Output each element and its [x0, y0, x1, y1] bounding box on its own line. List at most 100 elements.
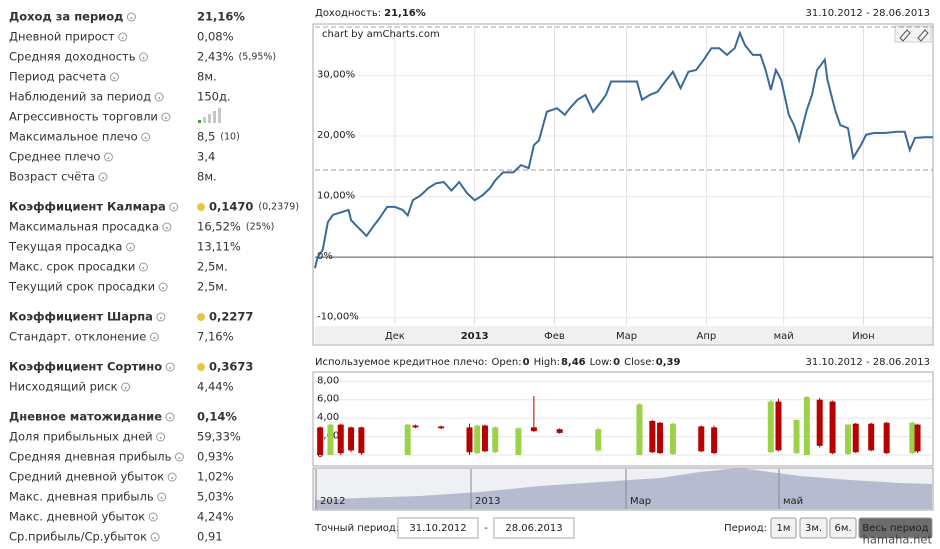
- stat-value: 8м.: [197, 170, 217, 184]
- x-tick-label: Мар: [616, 331, 637, 342]
- period-button[interactable]: [858, 517, 933, 539]
- navigator-label: Мар: [630, 496, 651, 507]
- candle-body: [845, 424, 852, 455]
- candle-body: [649, 420, 656, 453]
- help-dot: [169, 367, 172, 369]
- zoom-icons[interactable]: [899, 29, 929, 42]
- period-button-label: 6м.: [834, 523, 851, 534]
- candle-body: [698, 426, 705, 452]
- stat-label: Текущая просадка: [8, 240, 122, 254]
- stat-label: Макс. срок просадки: [9, 260, 135, 274]
- stat-value: 0,93%: [197, 450, 234, 464]
- summary-label: High:: [534, 357, 560, 368]
- x-tick-label: Апр: [697, 331, 717, 342]
- candle-body: [595, 429, 602, 451]
- x-tick-label: май: [774, 331, 794, 342]
- stat-value: 5,03%: [197, 490, 234, 504]
- chart-credit: chart by amCharts.com: [322, 29, 440, 40]
- stat-value: 21,16%: [197, 10, 245, 24]
- candle-body: [337, 424, 344, 454]
- navigator-area: [315, 468, 932, 509]
- help-dot: [102, 177, 105, 179]
- stat-value: 59,33%: [197, 430, 241, 444]
- help-dot: [159, 437, 162, 439]
- help-dot: [171, 477, 174, 479]
- stat-label: Макс. дневная прибыль: [9, 490, 154, 504]
- stat-label: Максимальное плечо: [9, 130, 138, 144]
- status-dot: [197, 363, 205, 371]
- stat-label: Коэффициент Сортино: [9, 360, 162, 374]
- return-line: [314, 30, 933, 269]
- stat-label: Максимальная просадка: [9, 220, 159, 234]
- candle-body: [883, 422, 890, 454]
- x-axis-band: [315, 326, 932, 344]
- navigator-label: 2013: [475, 496, 500, 507]
- stat-label: Коэффициент Шарпа: [9, 310, 153, 324]
- candle-body: [767, 401, 774, 453]
- candle-body: [636, 404, 643, 455]
- candle-body: [404, 424, 411, 455]
- summary-value: 0: [523, 357, 530, 368]
- candle-body: [711, 427, 718, 454]
- summary-value: 8,46: [561, 357, 586, 368]
- stat-label: Макс. дневной убыток: [9, 510, 145, 524]
- summary-value: 0,39: [656, 357, 681, 368]
- candle-body: [793, 419, 800, 454]
- candle-body: [466, 427, 473, 453]
- help-dot: [121, 37, 124, 39]
- stat-value: 3,4: [197, 150, 215, 164]
- candle-body: [868, 423, 875, 451]
- watermark: hamaha.net: [863, 533, 933, 547]
- help-dot: [178, 457, 181, 459]
- candle-body: [829, 401, 836, 454]
- stat-value: 0,3673: [209, 360, 253, 374]
- candle-title: Используемое кредитное плечо:: [315, 357, 488, 368]
- x-tick-label: 2013: [461, 331, 489, 342]
- line-chart-frame: [312, 23, 934, 346]
- period-label: Период:: [724, 523, 767, 534]
- help-dot: [107, 157, 110, 159]
- stat-label: Ср.прибыль/Ср.убыток: [9, 530, 147, 544]
- help-dot: [165, 227, 168, 229]
- help-dot: [130, 17, 133, 19]
- date-from: 31.10.2012: [409, 523, 466, 534]
- stat-label: Стандарт. отклонение: [9, 330, 146, 344]
- stat-extra: (0,2379): [258, 202, 299, 213]
- stat-value: 0,2277: [209, 310, 253, 324]
- period-button[interactable]: [770, 517, 797, 539]
- summary-label: Low:: [590, 357, 613, 368]
- stat-label: Наблюдений за период: [9, 90, 151, 104]
- stat-label: Среднее плечо: [9, 150, 100, 164]
- stat-label: Доход за период: [9, 10, 123, 24]
- help-dot: [124, 387, 127, 389]
- stat-value: 0,91: [197, 530, 223, 544]
- help-dot: [144, 137, 147, 139]
- exact-period-label: Точный период:: [314, 523, 399, 534]
- zoom-tools[interactable]: [894, 25, 932, 43]
- help-dot: [142, 267, 145, 269]
- stat-extra: (10): [220, 132, 240, 143]
- stat-value: 16,52%: [197, 220, 241, 234]
- stat-label: Средняя дневная прибыль: [9, 450, 172, 464]
- help-dot: [154, 537, 157, 539]
- candle-body: [530, 427, 537, 432]
- candle-body: [909, 422, 916, 454]
- aggression-bar: [198, 120, 201, 123]
- date-input[interactable]: [493, 517, 575, 539]
- stat-value: 1,02%: [197, 470, 234, 484]
- period-button-label: 3м.: [805, 523, 822, 534]
- date-separator: -: [484, 523, 488, 534]
- date-to: 28.06.2013: [505, 523, 562, 534]
- candle-body: [412, 425, 419, 428]
- y-tick-label: 20,00%: [317, 130, 355, 141]
- date-input[interactable]: [397, 517, 479, 539]
- candle-body: [317, 427, 324, 455]
- period-button[interactable]: [829, 517, 857, 539]
- help-dot: [169, 417, 171, 419]
- help-dot: [172, 207, 175, 209]
- help-dot: [158, 97, 161, 99]
- period-button[interactable]: [799, 517, 828, 539]
- summary-label: Close:: [624, 357, 655, 368]
- stat-label: Дневной прирост: [9, 30, 115, 44]
